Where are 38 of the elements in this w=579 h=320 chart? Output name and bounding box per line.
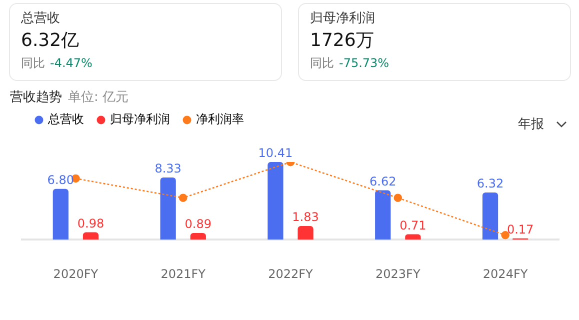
- bar: [298, 226, 314, 240]
- text: 同比: [21, 56, 45, 70]
- bar: [190, 232, 206, 240]
- text: 总营收: [21, 10, 61, 28]
- text: 同比: [310, 56, 334, 70]
- bar: [405, 234, 421, 240]
- data-label: 0.98: [77, 216, 104, 230]
- data-label: 6.62: [370, 174, 396, 188]
- chart-title: 营收趋势: [10, 90, 62, 105]
- bar: [375, 190, 391, 240]
- x-tick-label: 2023FY: [376, 266, 421, 281]
- data-label: 6.80: [47, 173, 74, 188]
- legend-label: 净利润率: [196, 112, 244, 126]
- data-label: 0.17: [506, 222, 534, 236]
- text: 1726万: [310, 29, 375, 53]
- legend-label: 归母净利润: [110, 112, 170, 126]
- x-tick-label: 2022FY: [268, 266, 314, 281]
- x-tick-label: 2020FY: [53, 266, 99, 281]
- data-label: 0.89: [184, 217, 212, 232]
- bar: [482, 192, 498, 240]
- data-label: 0.71: [400, 218, 426, 232]
- bar: [82, 232, 99, 240]
- text: 归母净利润: [310, 10, 376, 28]
- text: -75.73%: [339, 56, 390, 70]
- text: -4.47%: [50, 56, 92, 70]
- bar: [160, 178, 176, 240]
- data-label: 8.33: [154, 162, 182, 176]
- data-label: 6.32: [476, 176, 504, 191]
- x-tick-label: 2021FY: [160, 266, 206, 281]
- x-tick-label: 2024FY: [482, 266, 528, 281]
- data-label: 1.83: [292, 210, 319, 224]
- legend-label: 总营收: [47, 112, 84, 126]
- data-label: 10.41: [258, 146, 293, 160]
- chart-subtitle: 单位: 亿元: [68, 90, 129, 105]
- bar: [268, 162, 284, 240]
- text: 6.32亿: [21, 29, 80, 53]
- bar: [52, 188, 68, 240]
- text: 年报: [518, 116, 544, 133]
